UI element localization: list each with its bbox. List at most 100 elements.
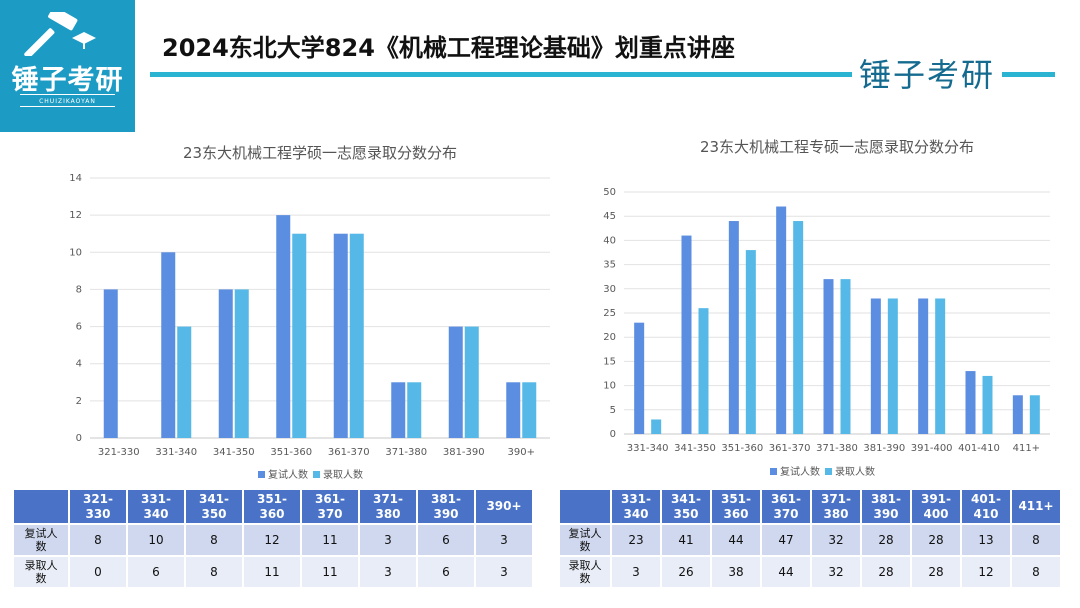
value-cell: 44 [762, 557, 810, 587]
header-cell: 331- 340 [128, 490, 184, 523]
value-cell: 8 [1012, 525, 1060, 555]
x-tick-label: 361-370 [328, 447, 370, 458]
row-label-cell: 复试人数 [560, 525, 610, 555]
bar-fushi [776, 206, 787, 434]
y-tick-label: 0 [76, 433, 82, 444]
value-cell: 0 [70, 557, 126, 587]
value-cell: 32 [812, 557, 860, 587]
legend-swatch [825, 468, 832, 475]
table-header-row: 331- 340 341- 350 351- 360 361- 370 371- 380 381- 3… [560, 490, 1060, 523]
table-zhuanshuo: 331- 340 341- 350 351- 360 361- 370 371- 380 381- 3… [558, 488, 1062, 589]
x-tick-label: 381-390 [863, 443, 905, 454]
y-tick-label: 10 [603, 381, 616, 392]
y-tick-label: 50 [603, 187, 616, 198]
bar-luqu [349, 233, 364, 438]
logo-text: 锤子考研 [11, 65, 124, 96]
value-cell: 3 [612, 557, 660, 587]
y-tick-label: 20 [603, 332, 616, 343]
header-cell: 371- 380 [360, 490, 416, 523]
value-cell: 6 [418, 557, 474, 587]
value-cell: 3 [360, 557, 416, 587]
bar-fushi [728, 221, 739, 434]
bar-fushi [823, 279, 834, 434]
brand-signature: 锤子考研 [852, 52, 1002, 98]
x-tick-label: 331-340 [627, 443, 669, 454]
x-tick-label: 341-350 [213, 447, 255, 458]
bar-luqu [698, 308, 709, 434]
y-tick-label: 5 [610, 405, 616, 416]
bar-fushi [333, 233, 348, 438]
header-cell: 381- 390 [418, 490, 474, 523]
table-row: 录取人数 3 26 38 44 32 28 28 12 8 [560, 557, 1060, 587]
y-tick-label: 45 [603, 211, 616, 222]
value-cell: 3 [360, 525, 416, 555]
y-tick-label: 8 [76, 284, 82, 295]
x-tick-label: 341-350 [674, 443, 716, 454]
bar-luqu [177, 326, 192, 438]
bar-fushi [870, 298, 881, 434]
value-cell: 10 [128, 525, 184, 555]
x-tick-label: 331-340 [155, 447, 197, 458]
value-cell: 8 [1012, 557, 1060, 587]
value-cell: 11 [244, 557, 300, 587]
value-cell: 11 [302, 557, 358, 587]
hammer-icon [24, 12, 96, 56]
legend-label: 录取人数 [323, 468, 363, 481]
y-tick-label: 35 [603, 260, 616, 271]
table-row: 复试人数 23 41 44 47 32 28 28 13 8 [560, 525, 1060, 555]
y-tick-label: 25 [603, 308, 616, 319]
value-cell: 47 [762, 525, 810, 555]
header-cell: 351- 360 [244, 490, 300, 523]
bar-luqu [982, 375, 993, 434]
value-cell: 41 [662, 525, 710, 555]
y-tick-label: 4 [76, 359, 82, 370]
header-cell: 381- 390 [862, 490, 910, 523]
y-tick-label: 2 [76, 396, 82, 407]
legend-label: 录取人数 [835, 465, 875, 478]
header-cell: 321- 330 [70, 490, 126, 523]
bar-fushi [391, 382, 406, 438]
bar-luqu [407, 382, 422, 438]
chart-zhuanshuo: 23东大机械工程专硕一志愿录取分数分布 0 5 10 15 20 25 30 35 40 45 50 3… [603, 138, 1050, 478]
table-row: 复试人数 8 10 8 12 11 3 6 3 [14, 525, 532, 555]
value-cell: 28 [912, 525, 960, 555]
legend-swatch [313, 471, 320, 478]
value-cell: 28 [862, 525, 910, 555]
header-cell: 371- 380 [812, 490, 860, 523]
x-tick-label: 381-390 [443, 447, 485, 458]
x-tick-label: 351-360 [270, 447, 312, 458]
bar-fushi [276, 215, 291, 438]
table-xueshuo: 321- 330 331- 340 341- 350 351- 360 361- 370 371- 3… [12, 488, 534, 589]
value-cell: 32 [812, 525, 860, 555]
header-cell: 341- 350 [662, 490, 710, 523]
table-row: 录取人数 0 6 8 11 11 3 6 3 [14, 557, 532, 587]
header-cell: 401- 410 [962, 490, 1010, 523]
chart-xueshuo: 23东大机械工程学硕一志愿录取分数分布 0 2 4 6 8 10 12 14 321-330 331… [69, 144, 550, 481]
x-tick-label: 371-380 [385, 447, 427, 458]
value-cell: 44 [712, 525, 760, 555]
row-label-cell: 录取人数 [14, 557, 68, 587]
brand-logo: 锤子考研 CHUIZIKAOYAN [0, 0, 135, 132]
bar-luqu [292, 233, 307, 438]
value-cell: 8 [186, 525, 242, 555]
table-header-row: 321- 330 331- 340 341- 350 351- 360 361- 370 371- 3… [14, 490, 532, 523]
y-tick-label: 0 [610, 429, 616, 440]
bar-fushi [103, 289, 118, 438]
bar-fushi [506, 382, 521, 438]
bar-luqu [522, 382, 537, 438]
bar-luqu [745, 250, 756, 434]
legend-label: 复试人数 [780, 465, 820, 478]
value-cell: 6 [418, 525, 474, 555]
logo-divider [20, 94, 115, 95]
legend-swatch [258, 471, 265, 478]
x-tick-label: 401-410 [958, 443, 1000, 454]
y-tick-label: 30 [603, 284, 616, 295]
header-cell [560, 490, 610, 523]
y-tick-label: 10 [69, 247, 82, 258]
bar-fushi [681, 235, 692, 434]
header-cell: 351- 360 [712, 490, 760, 523]
header-cell: 331- 340 [612, 490, 660, 523]
page-title: 2024东北大学824《机械工程理论基础》划重点讲座 [162, 34, 735, 62]
bar-fushi [161, 252, 176, 438]
bar-fushi [1012, 395, 1023, 434]
